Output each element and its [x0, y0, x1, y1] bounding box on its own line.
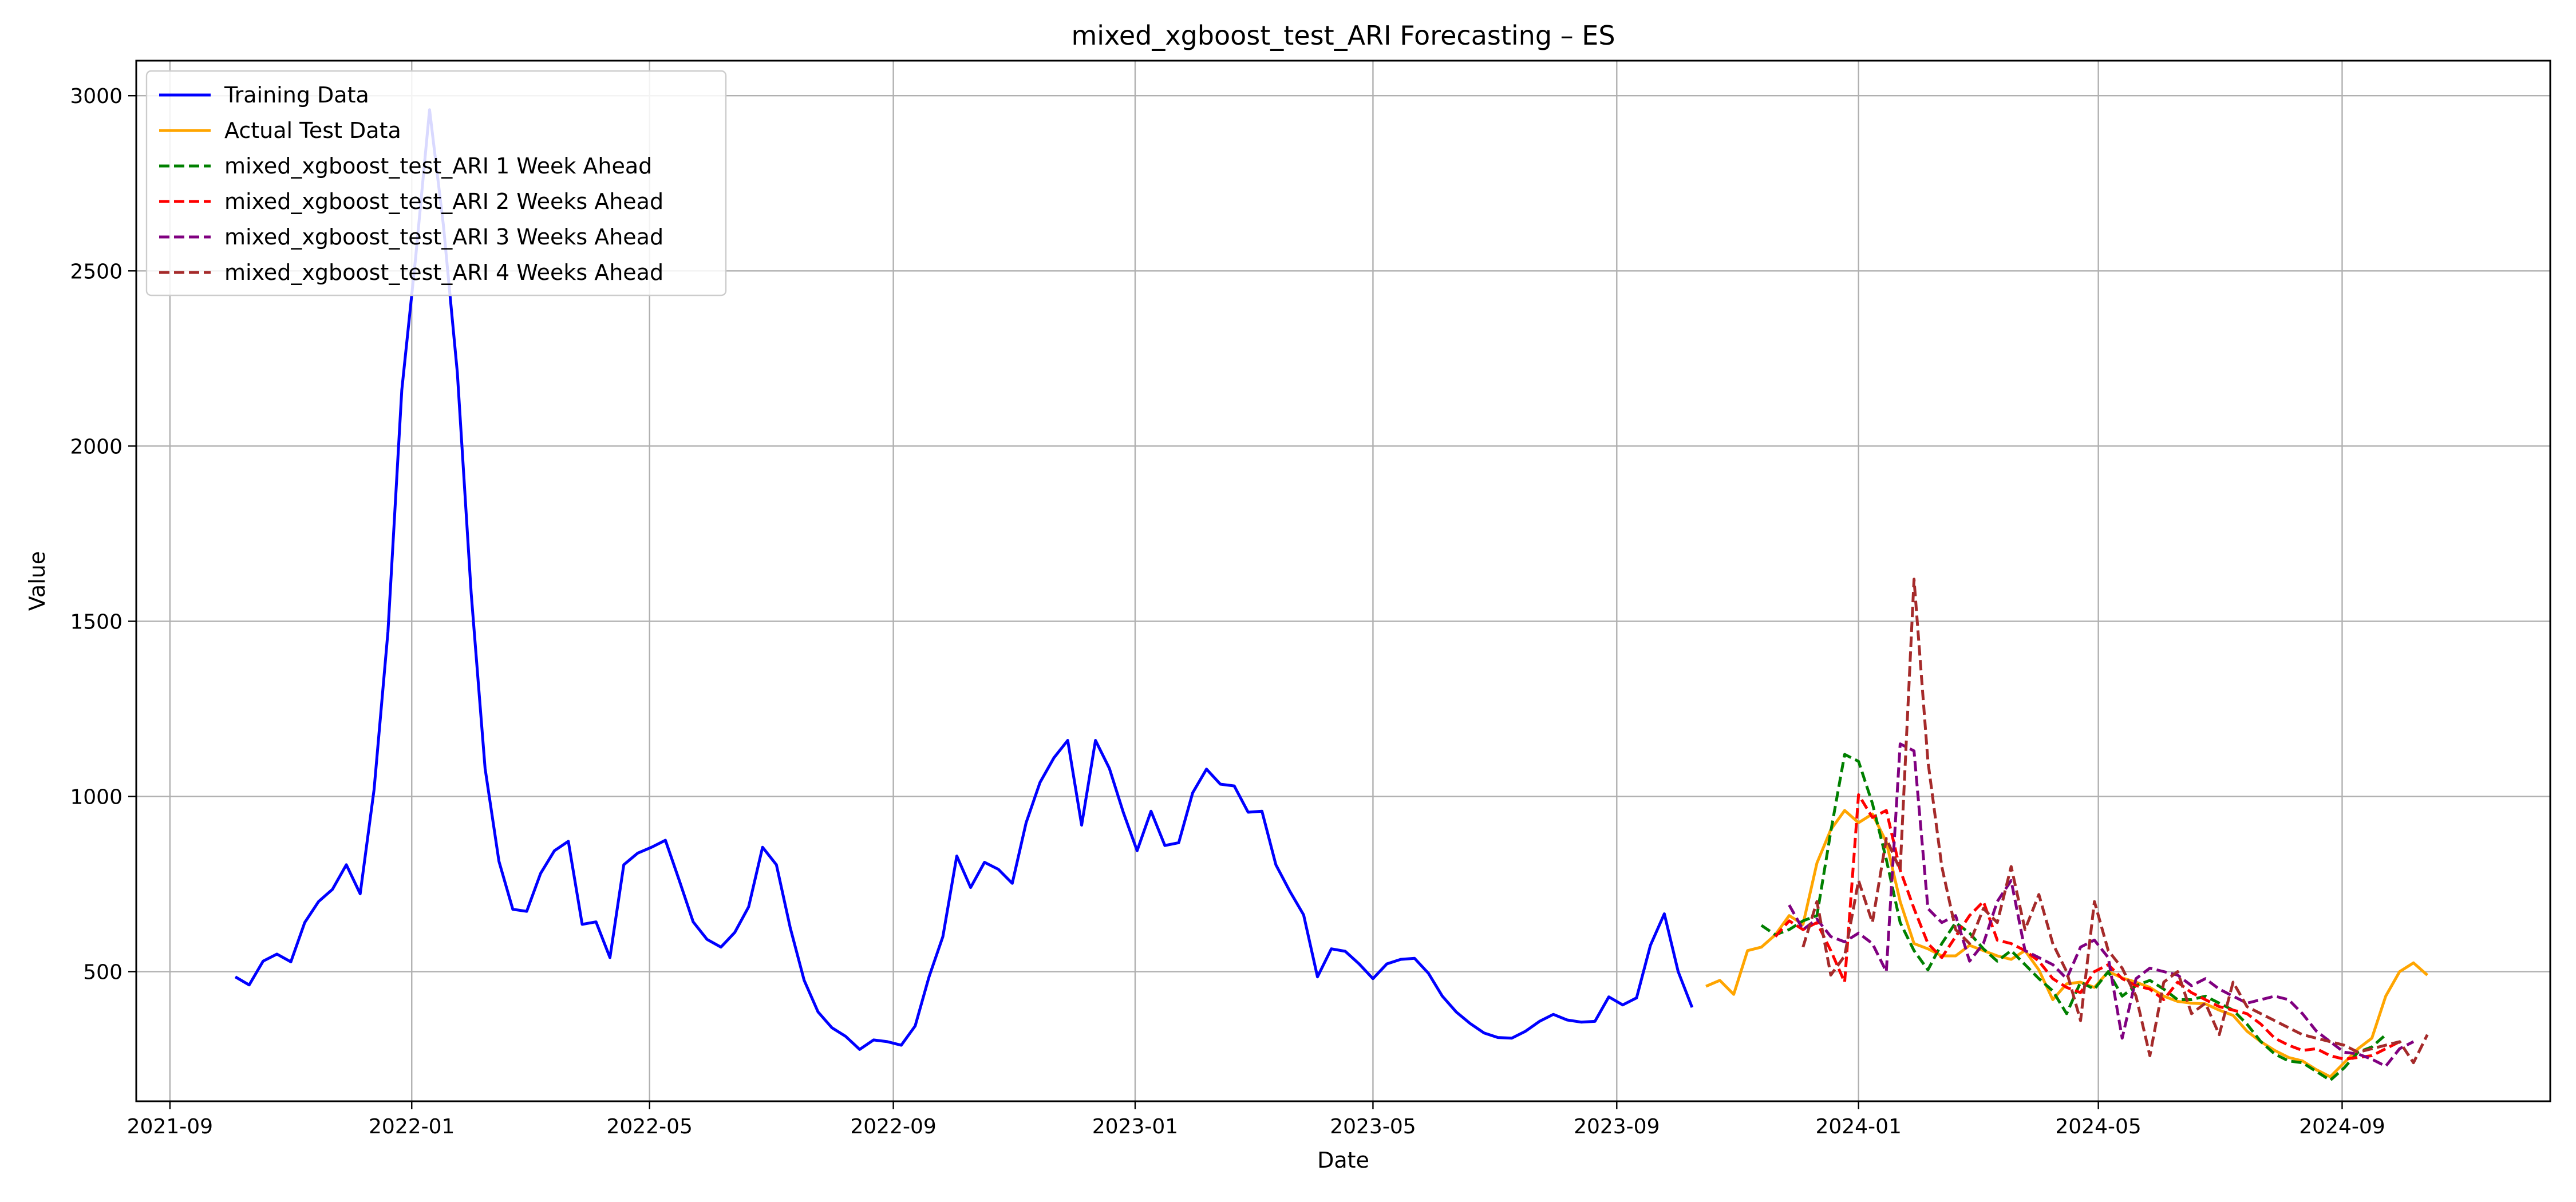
- x-axis-ticks: 2021-09 2022-01 2022-05 2022-09 2023-01 2023-…: [127, 1101, 2385, 1138]
- x-tick-label: 2021-09: [127, 1115, 213, 1138]
- x-tick-label: 2024-09: [2299, 1115, 2385, 1138]
- y-axis-ticks: 500 1000 1500 2000 2500 3000: [70, 85, 136, 984]
- x-tick-label: 2024-05: [2055, 1115, 2141, 1138]
- x-tick-label: 2023-09: [1574, 1115, 1660, 1138]
- y-tick-label: 500: [83, 961, 123, 984]
- y-axis-label: Value: [25, 551, 50, 611]
- legend-label-6: mixed_xgboost_test_ARI 4 Weeks Ahead: [224, 260, 663, 285]
- legend-label-5: mixed_xgboost_test_ARI 3 Weeks Ahead: [224, 224, 663, 250]
- x-tick-label: 2022-01: [369, 1115, 455, 1138]
- series-line-2: [1705, 809, 2428, 1078]
- x-tick-label: 2022-09: [850, 1115, 936, 1138]
- series-line-6: [1801, 578, 2429, 1065]
- legend-label-4: mixed_xgboost_test_ARI 2 Weeks Ahead: [224, 189, 663, 214]
- x-tick-label: 2023-05: [1330, 1115, 1416, 1138]
- x-tick-label: 2024-01: [1815, 1115, 1901, 1138]
- y-tick-label: 2000: [70, 435, 123, 458]
- legend-label-2: Actual Test Data: [224, 118, 401, 143]
- x-tick-label: 2022-05: [607, 1115, 693, 1138]
- chart-title: mixed_xgboost_test_ARI Forecasting – ES: [1071, 20, 1615, 51]
- y-tick-label: 2500: [70, 260, 123, 283]
- y-tick-label: 1500: [70, 610, 123, 634]
- y-tick-label: 1000: [70, 785, 123, 809]
- series-line-4: [1774, 793, 2401, 1061]
- legend-label-3: mixed_xgboost_test_ARI 1 Week Ahead: [224, 153, 652, 179]
- series-line-1: [234, 108, 1694, 1051]
- legend: Training Data Actual Test Data mixed_xgboo…: [145, 70, 727, 296]
- plot-frame: [135, 60, 2551, 1102]
- series-lines: [234, 108, 2429, 1082]
- x-tick-label: 2023-01: [1092, 1115, 1178, 1138]
- x-axis-label: Date: [1317, 1148, 1369, 1173]
- legend-box: [145, 70, 727, 296]
- legend-label-1: Training Data: [224, 82, 369, 108]
- y-tick-label: 3000: [70, 85, 123, 108]
